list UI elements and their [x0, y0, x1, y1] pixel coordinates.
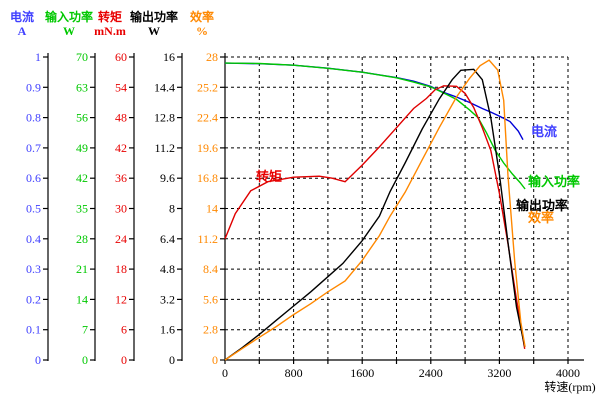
y-tick-label: 1 — [35, 50, 41, 64]
y-tick-label: 12 — [115, 292, 127, 306]
x-tick-label: 2400 — [419, 366, 443, 380]
y-tick-label: 12.8 — [154, 111, 175, 125]
y-tick-label: 0 — [121, 353, 127, 367]
y-tick-label: 5.6 — [203, 292, 218, 306]
curve-label-current: 电流 — [531, 124, 557, 139]
y-tick-label: 63 — [76, 80, 88, 94]
y-tick-label: 60 — [115, 50, 127, 64]
axis-header-efficiency-unit: % — [196, 24, 208, 38]
y-tick-label: 0 — [169, 353, 175, 367]
y-tick-label: 22.4 — [197, 111, 218, 125]
axis-header-efficiency-label: 效率 — [189, 10, 214, 24]
y-tick-label: 0.1 — [26, 323, 41, 337]
axis-header-current-label: 电流 — [9, 10, 34, 24]
y-tick-label: 0.8 — [26, 111, 41, 125]
y-tick-label: 19.6 — [197, 141, 218, 155]
x-tick-label: 4000 — [556, 366, 580, 380]
y-tick-label: 28 — [206, 50, 218, 64]
axis-header-torque-unit: mN.m — [94, 24, 126, 38]
y-tick-label: 0.4 — [26, 232, 41, 246]
x-tick-label: 800 — [285, 366, 303, 380]
y-tick-label: 7 — [82, 323, 88, 337]
y-tick-label: 49 — [76, 141, 88, 155]
y-tick-label: 30 — [115, 202, 127, 216]
y-tick-label: 2.8 — [203, 323, 218, 337]
y-tick-label: 0.6 — [26, 171, 41, 185]
curve-label-input_power: 输入功率 — [528, 174, 580, 189]
axis-header-input-power-label: 输入功率 — [44, 10, 93, 24]
y-tick-label: 42 — [76, 171, 88, 185]
x-tick-label: 1600 — [350, 366, 374, 380]
axis-header-output-power-unit: W — [148, 24, 160, 38]
y-tick-label: 1.6 — [160, 323, 175, 337]
curve-label-efficiency: 效率 — [528, 210, 554, 225]
y-tick-label: 16.8 — [197, 171, 218, 185]
y-tick-label: 3.2 — [160, 292, 175, 306]
y-tick-label: 14 — [76, 292, 88, 306]
y-tick-label: 18 — [115, 262, 127, 276]
y-tick-label: 8 — [169, 202, 175, 216]
y-tick-label: 42 — [115, 141, 127, 155]
axis-header-torque-label: 转矩 — [97, 10, 122, 24]
curve-label-output_power: 输出功率 — [516, 198, 568, 213]
y-tick-label: 8.4 — [203, 262, 218, 276]
y-tick-label: 0.3 — [26, 262, 41, 276]
y-tick-label: 0.5 — [26, 202, 41, 216]
y-tick-label: 0.9 — [26, 80, 41, 94]
y-tick-label: 0 — [35, 353, 41, 367]
axis-header-efficiency: 效率 % — [178, 10, 226, 38]
y-tick-label: 14.4 — [154, 80, 175, 94]
y-tick-label: 0.7 — [26, 141, 41, 155]
x-tick-label: 3200 — [487, 366, 511, 380]
y-tick-label: 6 — [121, 323, 127, 337]
axis-header-current: 电流 A — [0, 10, 44, 38]
curve-input_power — [224, 62, 526, 190]
curve-output_power — [224, 68, 526, 361]
y-tick-label: 21 — [76, 262, 88, 276]
curve-efficiency — [224, 59, 526, 361]
y-tick-label: 6.4 — [160, 232, 175, 246]
y-tick-label: 56 — [76, 111, 88, 125]
curve-torque — [224, 85, 526, 350]
x-axis-title: 转速(rpm) — [544, 380, 596, 394]
y-tick-label: 0 — [82, 353, 88, 367]
y-tick-label: 0.2 — [26, 292, 41, 306]
y-tick-label: 0 — [212, 353, 218, 367]
y-tick-label: 4.8 — [160, 262, 175, 276]
axis-header-output-power: 输出功率 W — [130, 10, 178, 38]
y-tick-label: 48 — [115, 111, 127, 125]
axis-header-torque: 转矩 mN.m — [86, 10, 134, 38]
axis-header-current-unit: A — [17, 24, 27, 38]
y-tick-label: 24 — [115, 232, 127, 246]
axis-header-output-power-label: 输出功率 — [130, 10, 179, 24]
y-tick-label: 25.2 — [197, 80, 218, 94]
y-tick-label: 36 — [115, 171, 127, 185]
axis-header-input-power: 输入功率 W — [43, 10, 95, 38]
y-tick-label: 54 — [115, 80, 127, 94]
y-tick-label: 14 — [206, 202, 218, 216]
y-tick-label: 35 — [76, 202, 88, 216]
y-tick-label: 11.2 — [154, 141, 175, 155]
axis-header-input-power-unit: W — [63, 24, 75, 38]
y-tick-label: 16 — [163, 50, 175, 64]
y-tick-label: 70 — [76, 50, 88, 64]
curve-label-torque: 转矩 — [256, 169, 282, 184]
y-tick-label: 11.2 — [197, 232, 218, 246]
y-tick-label: 9.6 — [160, 171, 175, 185]
x-tick-label: 0 — [222, 366, 228, 380]
y-tick-label: 28 — [76, 232, 88, 246]
